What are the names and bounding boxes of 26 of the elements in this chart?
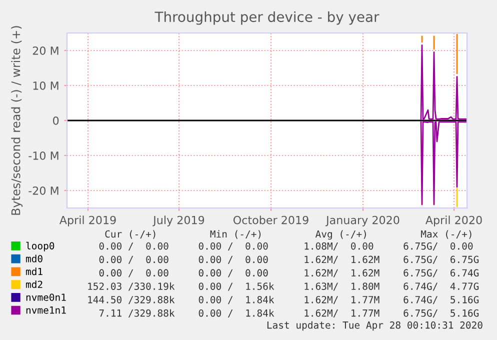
- y-tick-label: 10 M: [33, 81, 58, 90]
- text: 152.03 /330.19k 0.00 / 1.56k 1.63M/ 1.80M 6.74G/ 4.77G: [88, 282, 479, 291]
- legend-label: md1: [26, 268, 42, 276]
- legend-label: md2: [26, 280, 42, 288]
- legend-label: loop0: [26, 242, 54, 252]
- text: 0.00 / 0.00 0.00 / 0.00 1.62M/ 1.62M 6.75G/ 6.75G: [99, 256, 479, 264]
- x-tick-label: January 2020: [325, 216, 400, 226]
- text: 0.00 / 0.00 0.00 / 0.00 1.62M/ 1.62M 6.75G/ 6.74G: [99, 269, 479, 278]
- legend-label: nvme1n1: [26, 306, 66, 314]
- text: Cur (-/+) Min (-/+) Avg (-/+) Max (-/+): [105, 230, 472, 240]
- y-tick-label: -20 M: [28, 186, 58, 195]
- text: 0.00 / 0.00 0.00 / 0.00 1.08M/ 0.00 6.75G/ 0.00: [99, 242, 473, 250]
- x-tick-label: October 2019: [233, 216, 308, 224]
- text: 7.11 /329.88k 0.00 / 1.84k 1.62M/ 1.77M 6.75G/ 5.16G: [99, 309, 479, 318]
- text: Last update: Tue Apr 28 00:10:31 2020: [267, 321, 482, 331]
- x-tick-label: July 2019: [152, 216, 204, 226]
- y-tick-label: 20 M: [32, 46, 58, 55]
- legend-label: md0: [26, 254, 42, 262]
- y-axis-title: Bytes/second read (-) / write (+): [11, 26, 23, 215]
- x-tick-label: April 2019: [59, 216, 116, 226]
- text: 144.50 /329.88k 0.00 / 1.84k 1.62M/ 1.77M 6.74G/ 5.16G: [88, 296, 479, 304]
- y-tick-label: -10 M: [28, 151, 58, 160]
- chart-title: Throughput per device - by year: [154, 11, 380, 25]
- x-tick-label: April 2020: [425, 216, 482, 226]
- legend-label: nvme0n1: [26, 294, 66, 301]
- y-tick-label: 0: [53, 116, 59, 125]
